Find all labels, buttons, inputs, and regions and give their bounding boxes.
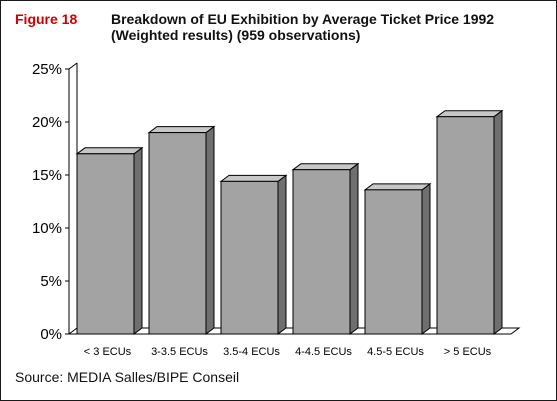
bar-top: [291, 163, 360, 171]
y-axis-depth-line: [68, 62, 78, 70]
bar-front: [292, 169, 351, 335]
bar-front: [220, 180, 279, 335]
bar-side: [205, 125, 215, 335]
y-tick-label: 10%: [32, 220, 62, 237]
bar-top: [147, 126, 216, 134]
x-tick-label: < 3 ECUs: [84, 346, 132, 358]
y-tick-label: 25%: [32, 61, 62, 78]
bar: [363, 182, 432, 335]
bar-front: [364, 189, 423, 335]
bar: [291, 162, 360, 335]
bar-top: [435, 110, 504, 118]
x-tick-label: 3.5-4 ECUs: [223, 346, 280, 358]
bar: [75, 146, 144, 335]
bar-top: [219, 174, 288, 182]
y-tick-label: 0%: [40, 326, 62, 343]
x-tick-label: 4-4.5 ECUs: [295, 346, 352, 358]
source-note: Source: MEDIA Salles/BIPE Conseil: [15, 369, 240, 385]
x-tick-label: 4.5-5 ECUs: [367, 346, 424, 358]
bar: [147, 125, 216, 335]
bar-side: [493, 109, 503, 335]
chart-title-line2: (Weighted results) (959 observations): [111, 27, 361, 43]
bar-side: [421, 182, 431, 335]
bar-front: [436, 116, 495, 335]
bar: [435, 109, 504, 335]
chart-labels: < 3 ECUs 3-3.5 ECUs 3.5-4 ECUs 4-4.5 ECUs 4.…: [84, 346, 492, 358]
bar-side: [277, 174, 287, 335]
bar-side: [349, 162, 359, 335]
y-tick-label: 20%: [32, 114, 62, 131]
chart-bars: [75, 109, 504, 335]
bar: [219, 174, 288, 335]
y-tick-label: 5%: [40, 273, 62, 290]
y-tick-label: 15%: [32, 167, 62, 184]
chart-title: Breakdown of EU Exhibition by Average Ti…: [111, 11, 551, 43]
bar-front: [148, 132, 207, 335]
bar-side: [133, 146, 143, 335]
bar-top: [363, 183, 432, 191]
chart-title-line1: Breakdown of EU Exhibition by Average Ti…: [111, 11, 495, 27]
figure-label: Figure 18: [15, 11, 78, 27]
bar-front: [76, 153, 135, 335]
x-tick-label: 3-3.5 ECUs: [151, 346, 208, 358]
x-tick-label: > 5 ECUs: [444, 346, 492, 358]
bar-top: [75, 147, 144, 155]
